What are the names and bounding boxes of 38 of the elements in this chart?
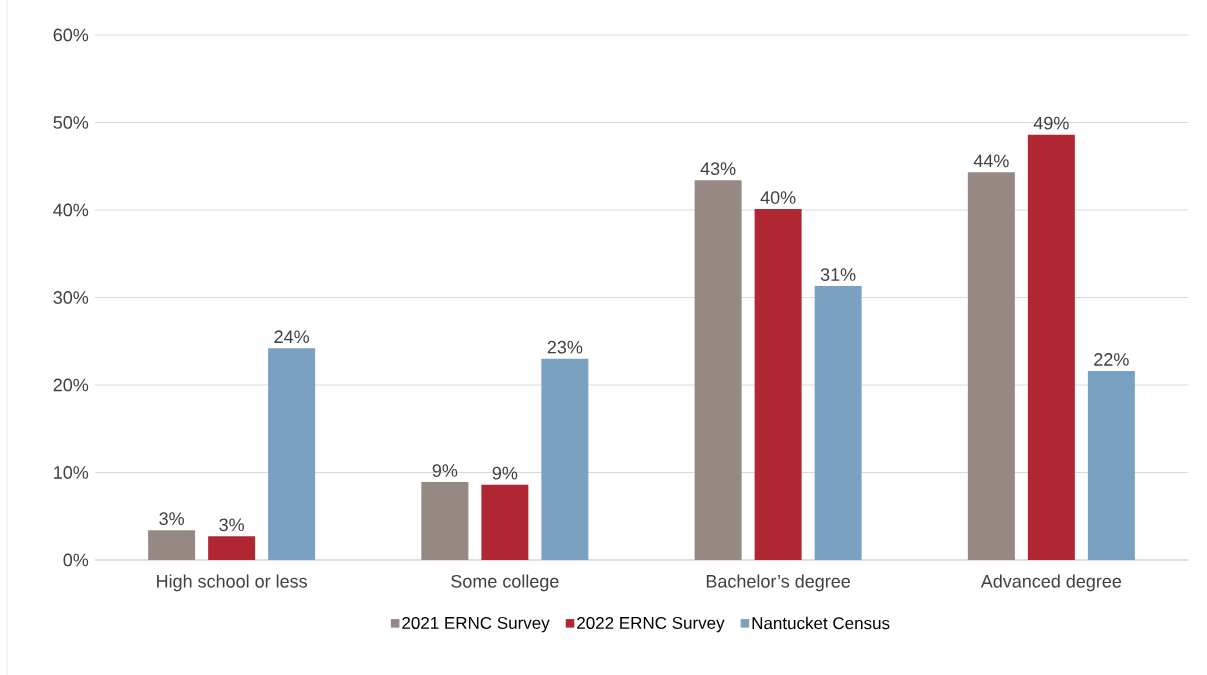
data-label: 40%	[760, 191, 796, 204]
legend-label: Nantucket Census	[752, 616, 890, 630]
bar	[1027, 134, 1075, 560]
y-tick-label: 50%	[53, 116, 89, 129]
bar	[814, 286, 862, 560]
data-label: 31%	[820, 268, 856, 281]
data-label: 3%	[219, 518, 244, 532]
data-label: 24%	[274, 330, 309, 344]
x-tick-label: Advanced degree	[980, 574, 1122, 592]
y-tick-label: 40%	[53, 203, 89, 217]
data-label: 3%	[159, 512, 184, 526]
legend-label: 2021 ERNC Survey	[402, 616, 550, 633]
bar	[148, 530, 196, 560]
data-label: 44%	[973, 154, 1009, 168]
data-label: 9%	[432, 464, 458, 477]
data-label: 22%	[1094, 353, 1129, 366]
bar	[481, 484, 529, 560]
y-tick-label: 60%	[53, 28, 89, 42]
x-tick-label: Bachelor’s degree	[706, 574, 850, 592]
bar	[421, 482, 469, 560]
bar	[1087, 371, 1135, 560]
y-tick-label: 20%	[53, 378, 89, 392]
data-label: 49%	[1033, 116, 1069, 130]
bar	[268, 348, 316, 560]
bar	[967, 172, 1015, 560]
data-label: 9%	[492, 466, 518, 480]
legend-label: 2022 ERNC Survey	[577, 616, 725, 633]
bar	[694, 180, 742, 560]
bar	[754, 209, 802, 560]
data-label: 43%	[700, 162, 736, 176]
y-tick-label: 0%	[63, 553, 89, 567]
bar	[208, 536, 256, 560]
data-label: 23%	[547, 340, 583, 354]
x-tick-label: Some college	[451, 574, 559, 592]
y-tick-label: 10%	[54, 466, 89, 479]
x-tick-label: High school or less	[157, 574, 307, 592]
y-tick-label: 30%	[53, 291, 89, 304]
bar	[541, 358, 589, 560]
